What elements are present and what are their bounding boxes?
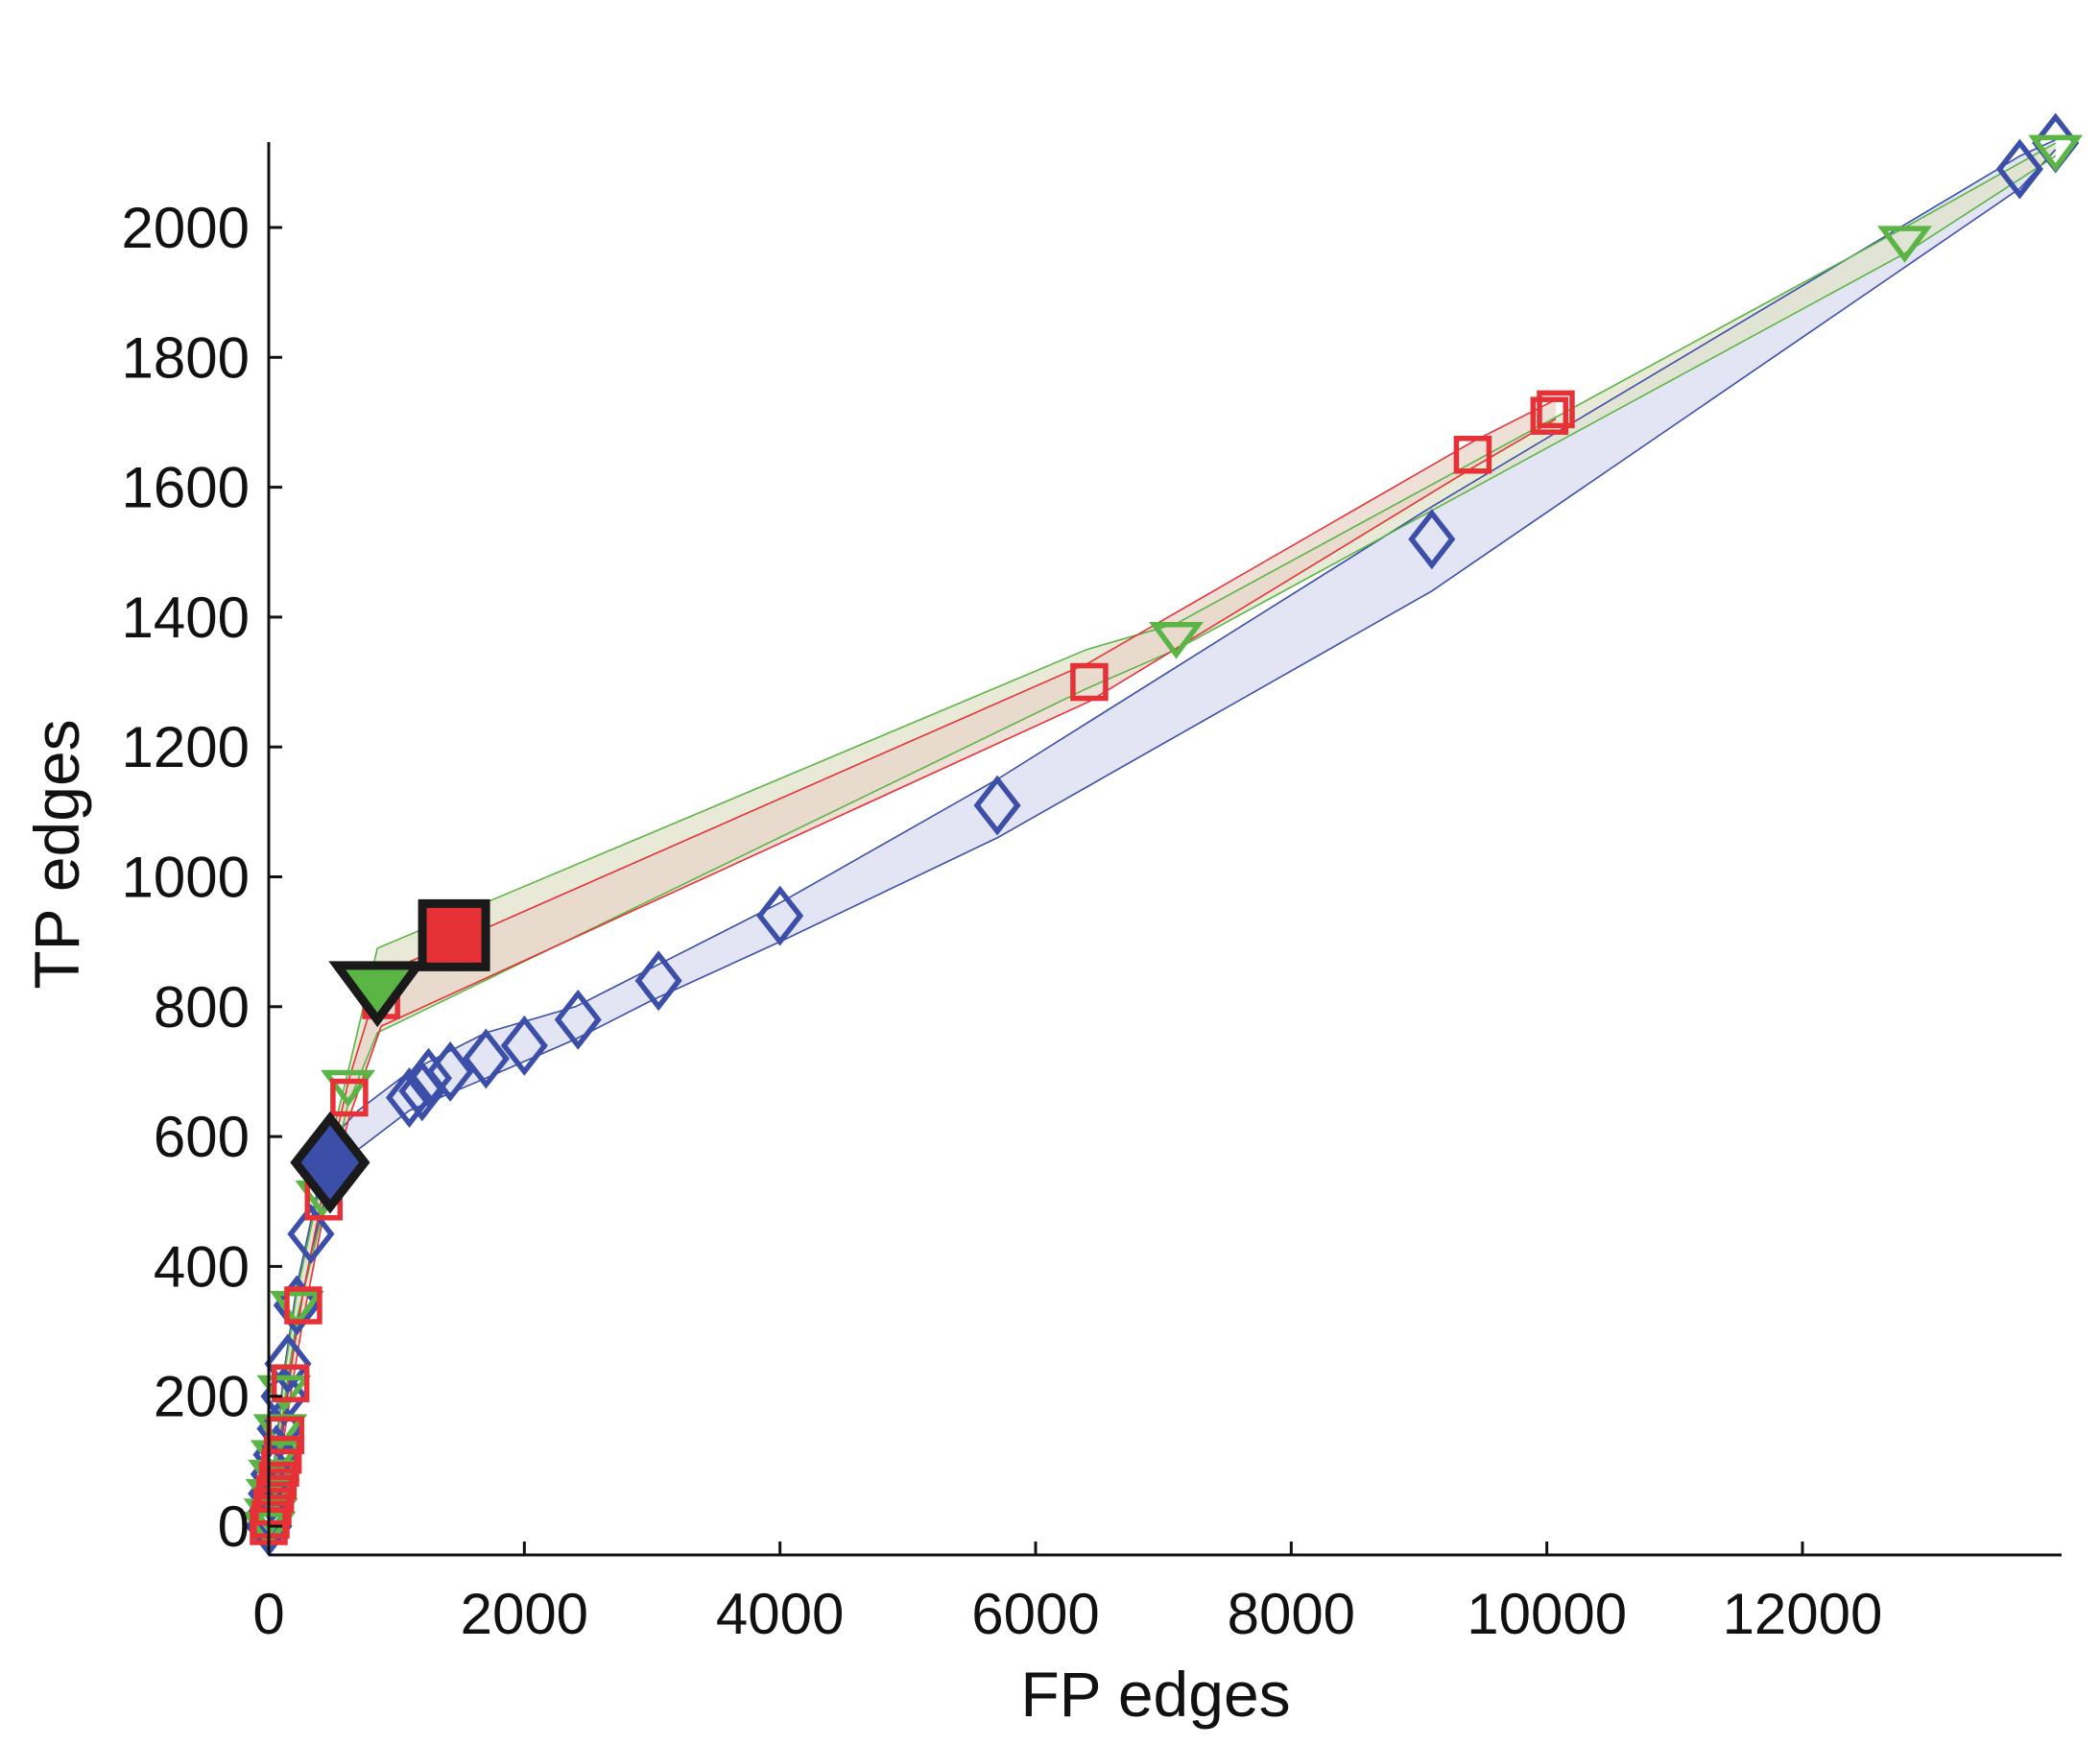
band-lower-line — [268, 418, 1557, 1533]
square-marker — [1537, 390, 1575, 429]
y-tick-label: 200 — [154, 1365, 250, 1429]
confidence-band — [269, 143, 2056, 1533]
square-marker — [284, 1286, 322, 1325]
x-tick-label: 12000 — [1723, 1582, 1883, 1646]
y-tick-label: 0 — [218, 1494, 250, 1559]
y-tick-label: 600 — [154, 1105, 250, 1169]
highlight-markers — [290, 898, 490, 1214]
square-marker — [1530, 396, 1569, 435]
diamond-marker — [287, 1204, 335, 1265]
y-tick-label: 2000 — [122, 196, 250, 260]
y-tick-label: 1200 — [122, 715, 250, 779]
band-upper-line — [268, 142, 2057, 1520]
diamond-marker — [385, 1067, 434, 1128]
diamond-marker — [462, 1028, 510, 1089]
confidence-bands — [269, 139, 2056, 1540]
highlight-diamond-marker — [290, 1111, 370, 1214]
highlight-square-marker — [418, 898, 490, 971]
triangle-down-marker — [321, 1069, 376, 1108]
diamond-marker — [500, 1015, 548, 1076]
square-marker — [263, 1435, 302, 1474]
triangle-down-marker — [2028, 134, 2084, 173]
highlight-triangle-down-marker — [328, 961, 427, 1028]
x-ticks: 0 2000 4000 6000 8000 10000 12000 — [252, 1542, 1882, 1646]
x-tick-label: 0 — [252, 1582, 284, 1646]
x-tick-label: 8000 — [1228, 1582, 1355, 1646]
diamond-marker — [1408, 509, 1456, 570]
triangle-down-marker — [1877, 226, 1932, 263]
triangle-down-marker — [1149, 622, 1204, 659]
y-tick-label: 1800 — [122, 325, 250, 390]
x-axis-title: FP edges — [1020, 1659, 1290, 1730]
diamond-marker — [554, 989, 602, 1050]
diamond-marker — [404, 1047, 453, 1109]
x-tick-label: 10000 — [1467, 1582, 1627, 1646]
diamond-marker — [273, 1275, 321, 1336]
diamond-marker — [264, 1333, 312, 1395]
square-marker — [1070, 662, 1109, 702]
confidence-band — [269, 139, 2056, 1540]
band-lower-line — [268, 149, 2057, 1540]
band-edge-lines — [268, 138, 2057, 1540]
x-tick-label: 6000 — [971, 1582, 1099, 1646]
square-marker — [1453, 436, 1492, 474]
diamond-marker — [1995, 138, 2043, 200]
y-tick-label: 800 — [154, 975, 250, 1040]
diamond-marker — [756, 885, 804, 946]
diamond-marker — [973, 775, 1021, 836]
x-tick-label: 2000 — [461, 1582, 588, 1646]
diamond-marker — [426, 1040, 474, 1102]
axes — [267, 142, 2062, 1557]
y-tick-label: 1600 — [122, 456, 250, 520]
y-ticks: 0 200 400 600 800 1000 1200 1400 1600 1800 2000 — [122, 196, 282, 1559]
y-tick-label: 1400 — [122, 586, 250, 650]
diamond-marker — [634, 950, 682, 1012]
y-axis-title: TP edges — [21, 719, 92, 989]
square-marker — [271, 1364, 310, 1402]
y-tick-label: 400 — [154, 1234, 250, 1299]
square-marker — [330, 1078, 369, 1117]
band-lower-line — [268, 155, 2057, 1533]
x-tick-label: 4000 — [716, 1582, 844, 1646]
y-tick-label: 1000 — [122, 846, 250, 910]
